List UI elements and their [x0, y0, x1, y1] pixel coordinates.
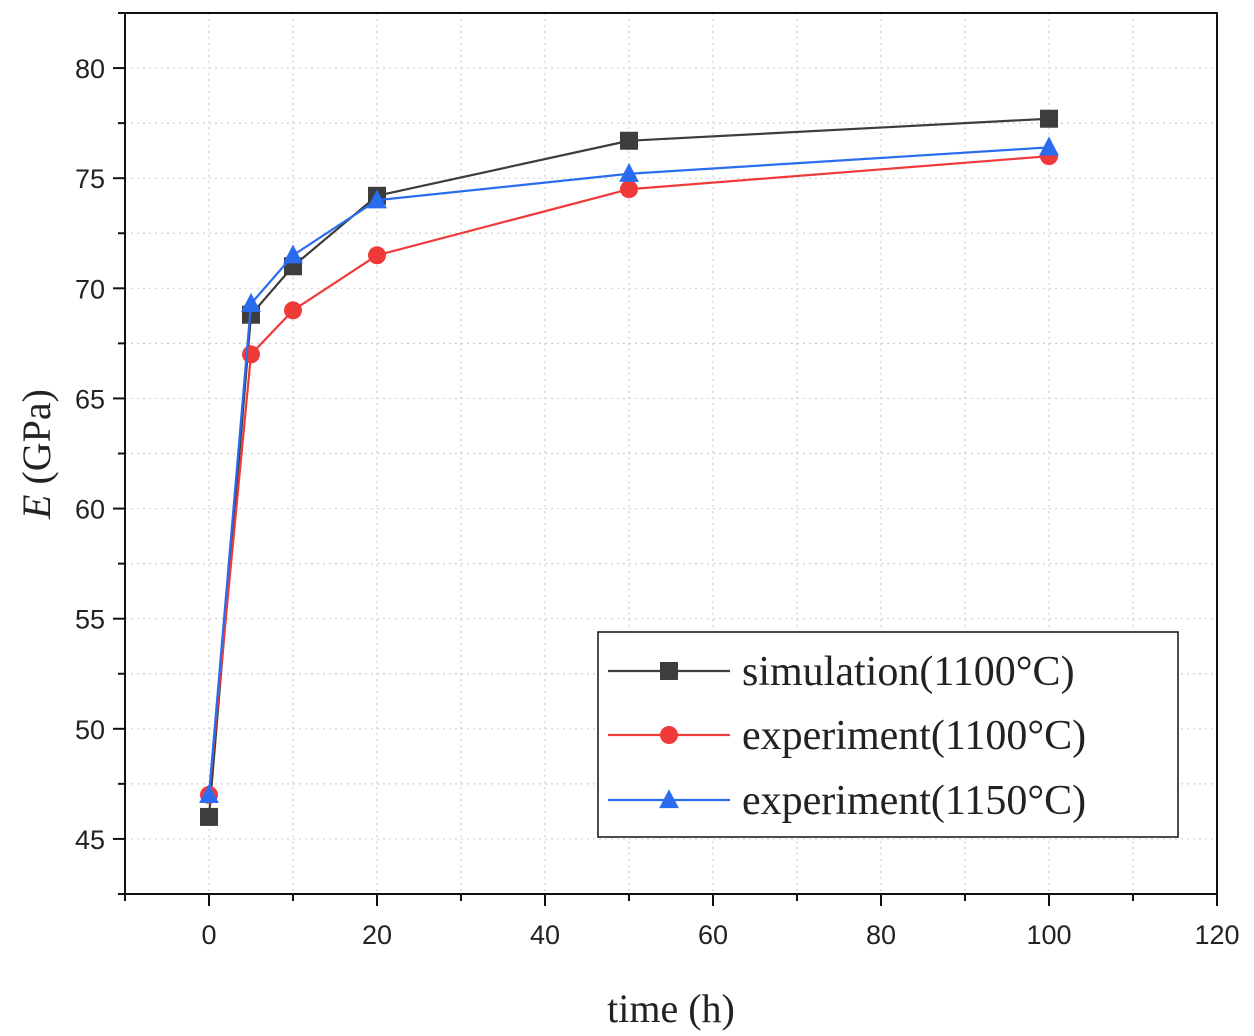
x-tick-label: 0 [201, 920, 216, 950]
legend-marker [660, 726, 678, 744]
series-layer [199, 109, 1059, 826]
data-point [367, 189, 387, 209]
data-point [620, 131, 638, 150]
legend-label: experiment(1100°C) [742, 713, 1086, 759]
data-point [242, 345, 260, 364]
y-tick-label: 70 [75, 274, 105, 304]
series-line [207, 155, 1050, 795]
data-point [1039, 136, 1059, 156]
y-axis-title: E (GPa) [14, 389, 59, 520]
y-tick-label: 45 [75, 825, 105, 855]
y-tick-label: 75 [75, 164, 105, 194]
y-tick-label: 50 [75, 715, 105, 745]
legend-marker [659, 789, 679, 809]
y-tick-label: 55 [75, 605, 105, 635]
data-point [200, 807, 218, 826]
data-point [1040, 109, 1058, 128]
data-point [284, 301, 302, 320]
data-point [368, 246, 386, 265]
x-axis-title: time (h) [607, 986, 735, 1031]
data-point [620, 180, 638, 199]
data-point [199, 784, 219, 803]
data-point [283, 244, 303, 264]
legend-label: experiment(1150°C) [742, 778, 1086, 824]
y-axis-symbol: E [14, 495, 59, 520]
legend-item-1: simulation(1100°C) [608, 649, 1075, 695]
legend-item-3: experiment(1150°C) [608, 778, 1086, 824]
series-3 [199, 136, 1059, 803]
legend-item-2: experiment(1100°C) [608, 713, 1086, 759]
axis-ticks: 0 20 40 60 80 100 120 45 50 55 60 65 70 75 80 [75, 12, 1240, 950]
legend: simulation(1100°C) experiment(1100°C) expe… [597, 631, 1179, 838]
x-tick-label: 120 [1194, 920, 1239, 950]
legend-label: simulation(1100°C) [742, 649, 1075, 695]
x-tick-label: 100 [1026, 920, 1071, 950]
data-point [619, 162, 639, 182]
y-tick-label: 80 [75, 54, 105, 84]
x-tick-label: 60 [698, 920, 728, 950]
data-point [241, 292, 261, 312]
x-tick-label: 40 [530, 920, 560, 950]
legend-marker [660, 662, 678, 680]
x-tick-label: 20 [362, 920, 392, 950]
series-line [207, 146, 1050, 795]
x-tick-label: 80 [866, 920, 896, 950]
y-tick-label: 65 [75, 384, 105, 414]
y-axis-unit: (GPa) [14, 389, 59, 495]
y-tick-label: 60 [75, 495, 105, 525]
